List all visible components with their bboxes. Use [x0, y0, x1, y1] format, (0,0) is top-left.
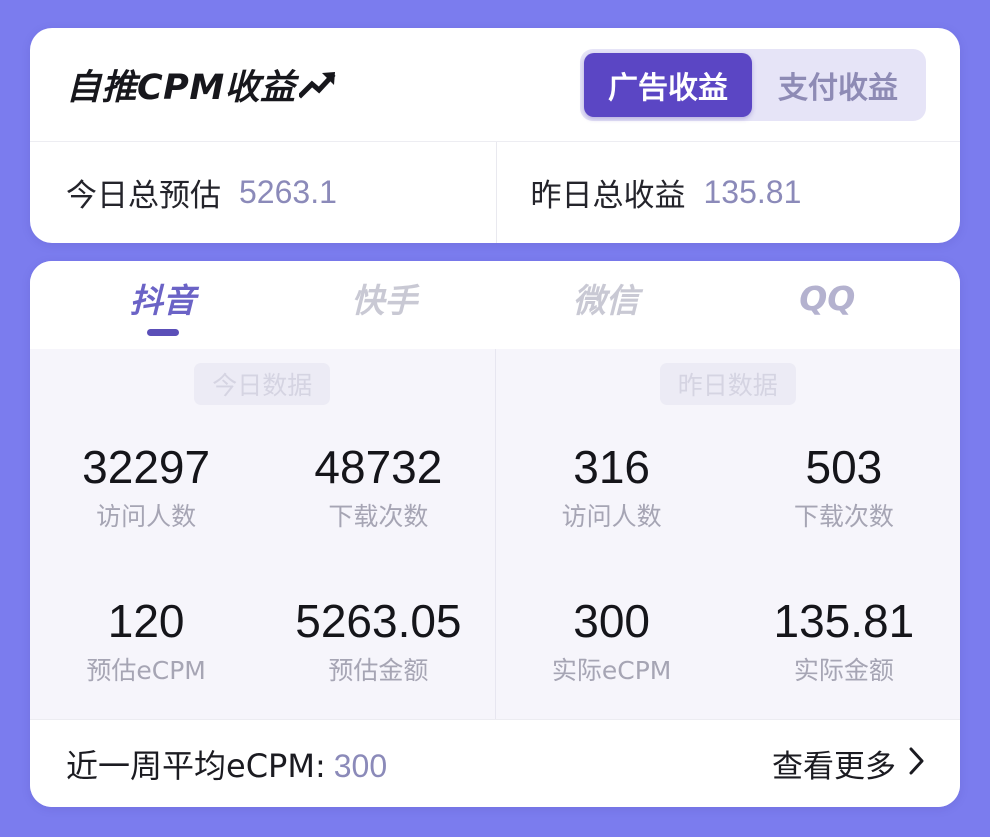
tab-active-indicator	[146, 329, 179, 336]
metric-today-downloads: 48732 下载次数	[262, 411, 494, 565]
metric-label: 预估金额	[328, 655, 429, 685]
brand: 自推CPM收益	[66, 59, 345, 110]
metric-today-estimated-ecpm: 120 预估eCPM	[30, 565, 262, 719]
metric-value: 120	[107, 594, 185, 647]
tab-douyin-label: 抖音	[129, 281, 196, 320]
metric-value: 48732	[314, 440, 443, 493]
summary-today-estimate: 今日总预估 5263.1	[30, 142, 496, 243]
page-title: 自推CPM收益	[66, 68, 296, 108]
metric-yesterday-actual-amount: 135.81 实际金额	[728, 565, 960, 719]
tab-qq-label: QQ	[799, 278, 856, 318]
metric-label: 下载次数	[328, 501, 429, 531]
metric-value: 316	[573, 440, 650, 493]
metric-value: 32297	[82, 440, 211, 493]
metric-value: 503	[805, 440, 883, 493]
platform-tabs: 抖音 快手 微信 QQ	[30, 261, 960, 349]
metric-value: 135.81	[773, 594, 915, 647]
metric-label: 预估eCPM	[86, 655, 206, 685]
yesterday-label: 昨日数据	[659, 363, 796, 405]
today-header: 今日数据	[30, 363, 495, 405]
toggle-payment-earnings[interactable]: 支付收益	[778, 70, 898, 106]
metric-yesterday-visitors: 316 访问人数	[496, 411, 728, 565]
metric-yesterday-downloads: 503 下载次数	[728, 411, 960, 565]
tab-inactive-indicator	[590, 329, 622, 336]
tab-kuaishou-label: 快手	[351, 281, 418, 320]
view-more-label: 查看更多	[772, 749, 896, 785]
weekly-average-ecpm: 近一周平均eCPM: 300	[66, 741, 387, 787]
earnings-type-toggle[interactable]: 广告收益 支付收益	[580, 48, 926, 121]
tab-wechat-label: 微信	[572, 281, 639, 320]
metric-yesterday-actual-ecpm: 300 实际eCPM	[496, 565, 728, 719]
metric-label: 实际金额	[793, 655, 894, 685]
tab-douyin[interactable]: 抖音	[52, 261, 274, 349]
weekly-average-ecpm-value: 300	[333, 747, 388, 784]
summary-yesterday-earnings-label: 昨日总收益	[530, 178, 686, 214]
tab-qq[interactable]: QQ	[717, 261, 939, 349]
metric-today-visitors: 32297 访问人数	[30, 411, 262, 565]
earnings-header-card: 自推CPM收益 广告收益 支付收益 今日总预估 5263.1 昨日总收益 135…	[30, 28, 960, 243]
metric-label: 下载次数	[793, 501, 894, 531]
yesterday-stats-panel: 昨日数据 316 访问人数 503 下载次数 300 实际eCPM 135.8	[494, 349, 961, 719]
summary-row: 今日总预估 5263.1 昨日总收益 135.81	[30, 141, 960, 243]
weekly-average-ecpm-label: 近一周平均eCPM:	[66, 746, 326, 785]
tab-wechat[interactable]: 微信	[495, 261, 717, 349]
stats-footer: 近一周平均eCPM: 300 查看更多	[30, 719, 960, 807]
summary-yesterday-earnings: 昨日总收益 135.81	[495, 142, 961, 243]
yesterday-header: 昨日数据	[496, 363, 961, 405]
metric-label: 访问人数	[561, 501, 662, 531]
summary-yesterday-earnings-value: 135.81	[703, 174, 802, 210]
metric-value: 300	[573, 594, 650, 647]
yesterday-metric-row-2: 300 实际eCPM 135.81 实际金额	[496, 565, 961, 719]
metric-label: 实际eCPM	[551, 655, 672, 685]
chevron-right-icon	[908, 746, 926, 781]
trending-up-arrow-icon	[297, 67, 345, 106]
platform-stats-card: 抖音 快手 微信 QQ 今日数据 32297 访问人数	[30, 261, 960, 807]
tab-inactive-indicator	[368, 329, 400, 336]
today-metric-row-1: 32297 访问人数 48732 下载次数	[30, 411, 495, 565]
toggle-ad-earnings[interactable]: 广告收益	[584, 52, 752, 117]
tab-kuaishou[interactable]: 快手	[274, 261, 496, 349]
header-top-row: 自推CPM收益 广告收益 支付收益	[30, 28, 960, 141]
metric-label: 访问人数	[96, 501, 197, 531]
summary-today-estimate-value: 5263.1	[239, 174, 337, 210]
stats-grid: 今日数据 32297 访问人数 48732 下载次数 120 预估eCPM 5	[30, 349, 960, 719]
today-metric-row-2: 120 预估eCPM 5263.05 预估金额	[30, 565, 495, 719]
yesterday-metric-row-1: 316 访问人数 503 下载次数	[496, 411, 961, 565]
metric-today-estimated-amount: 5263.05 预估金额	[262, 565, 494, 719]
summary-today-estimate-label: 今日总预估	[66, 178, 221, 214]
today-label: 今日数据	[194, 363, 331, 405]
tab-inactive-indicator	[811, 325, 843, 332]
view-more-button[interactable]: 查看更多	[772, 741, 926, 786]
metric-value: 5263.05	[295, 594, 462, 647]
today-stats-panel: 今日数据 32297 访问人数 48732 下载次数 120 预估eCPM 5	[30, 349, 495, 719]
